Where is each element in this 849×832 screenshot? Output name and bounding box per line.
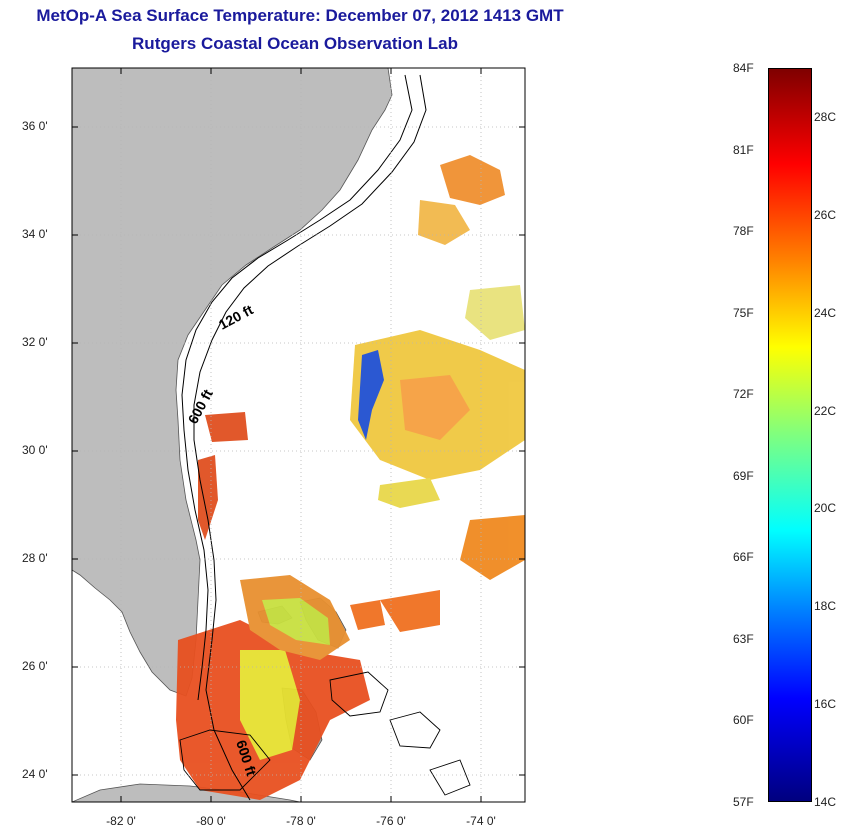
colorbar-c-label: 20C (814, 501, 837, 515)
tick-marks (72, 68, 525, 802)
lon-tick-label: -80 0' (196, 814, 226, 828)
sst-patch (418, 200, 470, 245)
colorbar-f-label: 84F (733, 61, 754, 75)
colorbar-c-label: 14C (814, 795, 837, 809)
contour-120ft (181, 74, 413, 701)
map-subtitle: Rutgers Coastal Ocean Observation Lab (132, 34, 458, 53)
lat-tick-label: 30 0' (22, 443, 48, 457)
sst-patch (240, 650, 300, 760)
sst-patch (378, 478, 440, 508)
colorbar-c-label: 28C (814, 110, 837, 124)
colorbar-c-label: 18C (814, 599, 837, 613)
lat-tick-label: 36 0' (22, 119, 48, 133)
contour-islands (179, 671, 471, 796)
colorbar-f-label: 63F (733, 632, 754, 646)
colorbar-f-label: 81F (733, 143, 754, 157)
land-mass (72, 68, 393, 697)
sst-patches (176, 155, 525, 800)
colorbar-f-label: 72F (733, 387, 754, 401)
lat-tick-label: 24 0' (22, 767, 48, 781)
sst-patch (460, 515, 525, 580)
colorbar-c-label: 22C (814, 404, 837, 418)
lat-tick-label: 28 0' (22, 551, 48, 565)
sst-patch (440, 155, 505, 205)
sst-patch (205, 412, 248, 442)
map-title: MetOp-A Sea Surface Temperature: Decembe… (36, 6, 564, 25)
sst-patch (400, 375, 470, 440)
lon-tick-label: -76 0' (376, 814, 406, 828)
lat-tick-label: 34 0' (22, 227, 48, 241)
colorbar-f-label: 78F (733, 224, 754, 238)
colorbar-c-label: 26C (814, 208, 837, 222)
map-frame (71, 67, 526, 803)
lon-tick-label: -78 0' (286, 814, 316, 828)
sst-patch (358, 350, 384, 440)
sst-patch (198, 455, 218, 540)
colorbar-f-label: 66F (733, 550, 754, 564)
lon-tick-label: -74 0' (466, 814, 496, 828)
colorbar-f-label: 57F (733, 795, 754, 809)
temperature-colorbar (768, 68, 812, 802)
lon-tick-label: -82 0' (106, 814, 136, 828)
colorbar-f-label: 69F (733, 469, 754, 483)
sst-patch (350, 600, 385, 630)
contour-600ft (193, 74, 427, 801)
sst-patch (262, 598, 330, 645)
colorbar-f-label: 60F (733, 713, 754, 727)
colorbar-c-label: 16C (814, 697, 837, 711)
lat-tick-label: 32 0' (22, 335, 48, 349)
colorbar-f-label: 75F (733, 306, 754, 320)
colorbar-c-label: 24C (814, 306, 837, 320)
sst-patch (380, 590, 440, 632)
sst-patch (465, 285, 525, 340)
lat-tick-label: 26 0' (22, 659, 48, 673)
